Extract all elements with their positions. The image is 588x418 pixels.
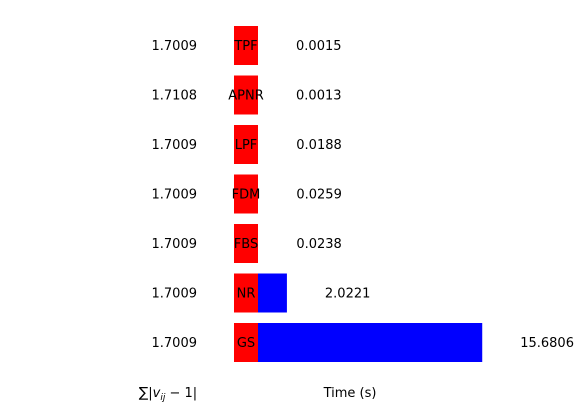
chart-rows: TPF 1.7009 0.0015 APNR 1.7108 0.0013 LPF 1.7009… (152, 26, 574, 362)
time-value-label: 0.0013 (296, 89, 342, 104)
time-value-label: 0.0015 (296, 39, 342, 54)
method-bar-nr (234, 273, 258, 313)
method-bar-fdm (234, 174, 258, 214)
method-label-fdm: FDM (232, 188, 261, 203)
method-label-apnr: APNR (228, 89, 264, 104)
time-value-label: 0.0259 (296, 188, 342, 203)
svg-text:∑|vij − 1|: ∑|vij − 1| (139, 385, 197, 403)
mismatch-value-label: 1.7009 (152, 287, 198, 302)
method-label-nr: NR (237, 287, 256, 302)
time-value-label: 15.6806 (520, 336, 574, 351)
method-bar-tpf (234, 26, 258, 65)
x-axis-label: Time (s) (323, 386, 377, 401)
mismatch-value-label: 1.7108 (152, 89, 198, 104)
mismatch-value-label: 1.7009 (152, 138, 198, 153)
mismatch-value-label: 1.7009 (152, 39, 198, 54)
mismatch-value-label: 1.7009 (152, 188, 198, 203)
method-bar-fbs (234, 224, 258, 263)
method-bar-lpf (234, 125, 258, 164)
method-label-lpf: LPF (235, 138, 258, 153)
method-label-tpf: TPF (233, 39, 257, 54)
left-axis-label: ∑|vij − 1| (139, 385, 197, 403)
time-value-label: 2.0221 (325, 287, 371, 302)
method-bar-apnr (234, 75, 258, 115)
mismatch-value-label: 1.7009 (152, 336, 198, 351)
method-bar-gs (234, 323, 258, 362)
time-value-label: 0.0238 (296, 237, 342, 252)
time-bar-gs (258, 323, 483, 362)
time-bar-nr (258, 273, 287, 313)
mismatch-value-label: 1.7009 (152, 237, 198, 252)
method-label-fbs: FBS (234, 237, 258, 252)
time-value-label: 0.0188 (296, 138, 342, 153)
method-label-gs: GS (237, 336, 255, 351)
